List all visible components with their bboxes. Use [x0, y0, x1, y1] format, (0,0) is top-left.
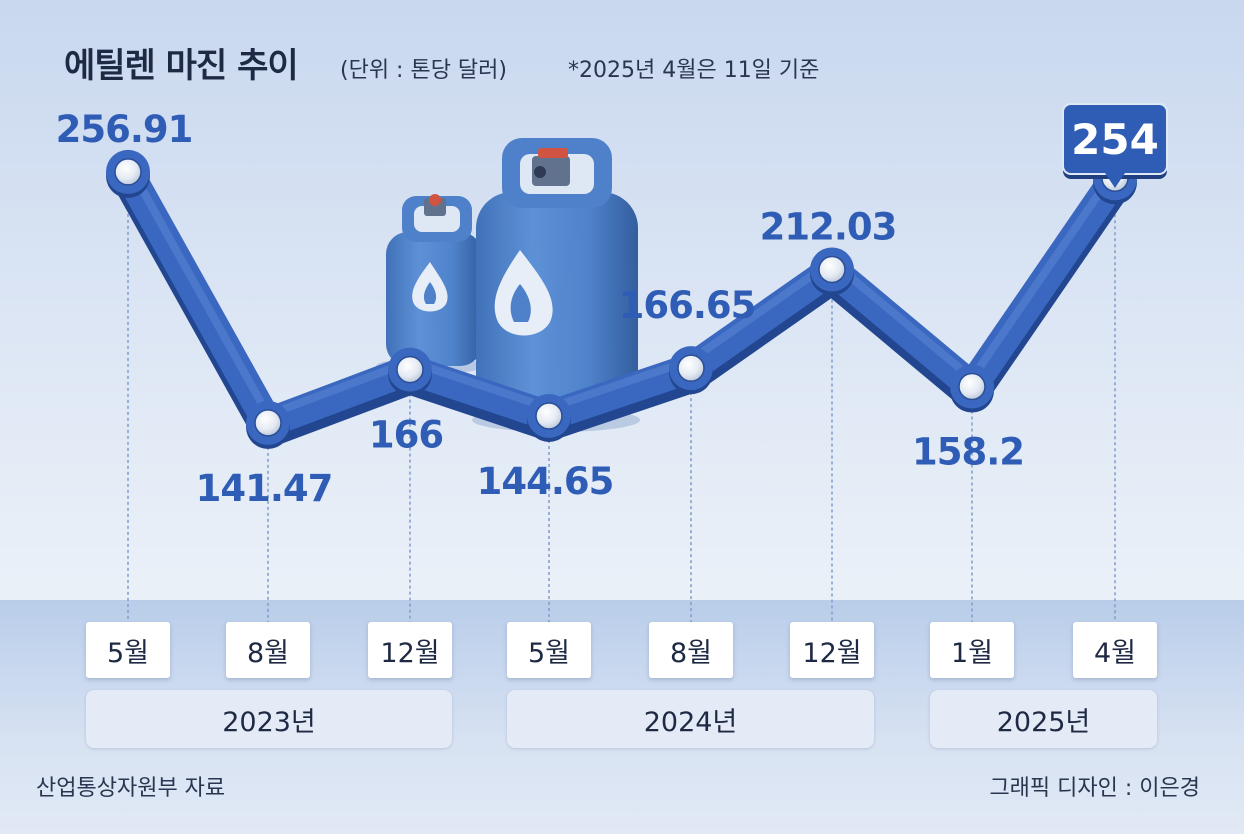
data-point — [396, 355, 424, 384]
year-group-label: 2024년 — [507, 690, 874, 748]
x-tick-label: 1월 — [930, 622, 1014, 678]
data-label: 141.47 — [196, 467, 333, 510]
x-tick-label: 12월 — [790, 622, 874, 678]
design-credit: 그래픽 디자인 : 이은경 — [989, 776, 1200, 801]
x-tick-label: 5월 — [507, 622, 591, 678]
data-point — [254, 409, 282, 437]
data-point — [958, 372, 986, 401]
data-label: 212.03 — [760, 206, 897, 249]
year-group-label: 2025년 — [930, 690, 1157, 748]
x-tick-label: 8월 — [226, 622, 310, 678]
data-point — [114, 158, 142, 186]
data-label-callout: 254 — [1071, 115, 1159, 164]
highlight-callout: 254 — [1062, 103, 1168, 188]
x-tick-label: 5월 — [86, 622, 170, 678]
x-tick-label: 12월 — [368, 622, 452, 678]
series-line-highlight — [124, 159, 1119, 419]
x-tick-label: 8월 — [649, 622, 733, 678]
data-point — [535, 402, 563, 430]
unit-label: (단위 : 톤당 달러) — [340, 58, 507, 83]
source-note: 산업통상자원부 자료 — [36, 776, 226, 801]
data-label: 144.65 — [477, 460, 614, 503]
data-point — [818, 255, 846, 284]
data-label: 158.2 — [912, 431, 1024, 474]
data-label: 166 — [369, 414, 443, 457]
x-tick-label: 4월 — [1073, 622, 1157, 678]
data-label: 256.91 — [56, 108, 193, 151]
footnote: *2025년 4월은 11일 기준 — [568, 58, 820, 83]
data-label: 166.65 — [619, 284, 756, 327]
chart-title: 에틸렌 마진 추이 — [64, 46, 299, 86]
year-group-label: 2023년 — [86, 690, 452, 748]
series-line — [113, 156, 1130, 438]
data-point — [677, 354, 705, 382]
